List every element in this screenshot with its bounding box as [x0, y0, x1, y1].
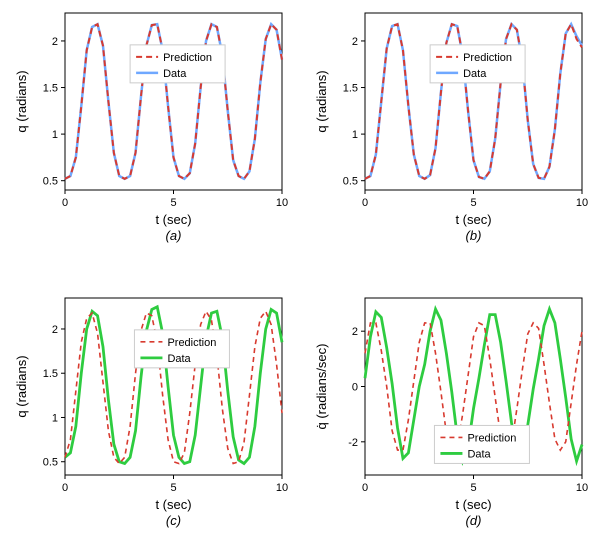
legend-label: Data — [167, 353, 191, 365]
x-tick-label: 10 — [276, 197, 288, 209]
x-axis-label: t (sec) — [455, 212, 491, 227]
y-tick-label: 2 — [52, 324, 58, 336]
plot-frame — [65, 298, 282, 475]
y-tick-label: 0 — [352, 382, 358, 394]
legend-label: Data — [467, 448, 491, 460]
legend-label: Prediction — [163, 52, 212, 64]
y-tick-label: 2 — [352, 326, 358, 338]
y-tick-label: 0.5 — [43, 457, 58, 469]
x-tick-label: 5 — [170, 197, 176, 209]
y-tick-label: 0.5 — [43, 176, 58, 188]
y-tick-label: 1.5 — [43, 83, 58, 95]
y-tick-label: 1 — [352, 129, 358, 141]
y-axis-label: q̇ (radians/sec) — [314, 344, 329, 430]
panel-caption: (a) — [166, 228, 182, 243]
x-axis-label: t (sec) — [155, 497, 191, 512]
y-tick-label: -2 — [348, 437, 358, 449]
panel-c: 0 5 10 0.5 1 1.5 2 t (sec) q (radians) Prediction… — [10, 290, 290, 530]
y-tick-label: 1 — [52, 412, 58, 424]
legend: Prediction Data — [434, 425, 529, 463]
legend-label: Data — [463, 68, 487, 80]
legend: Prediction Data — [134, 330, 229, 368]
figure-container: 05100.511.52t (sec)q (radians)Prediction… — [0, 0, 600, 555]
legend-label: Data — [163, 68, 187, 80]
chart-d: 0 5 10 -2 0 2 t (sec) q̇ (radians/sec) Predictio… — [310, 290, 590, 530]
y-axis-label: q (radians) — [14, 70, 29, 132]
y-tick-label: 2 — [52, 36, 58, 48]
x-tick-label: 0 — [362, 482, 368, 494]
panel-b: 0 5 10 0.5 1 1.5 2 t (sec) q (radians) Prediction… — [310, 5, 590, 245]
y-tick-label: 0.5 — [343, 176, 358, 188]
plot-frame — [65, 13, 282, 190]
x-tick-label: 0 — [62, 197, 68, 209]
chart-c: 0 5 10 0.5 1 1.5 2 t (sec) q (radians) Prediction… — [10, 290, 290, 530]
y-axis-label: q (radians) — [14, 355, 29, 417]
x-axis-label: t (sec) — [155, 212, 191, 227]
legend: Prediction Data — [430, 45, 525, 83]
panel-caption: (d) — [466, 513, 482, 528]
x-axis-label: t (sec) — [455, 497, 491, 512]
legend-label: Prediction — [463, 52, 512, 64]
x-tick-label: 10 — [576, 482, 588, 494]
y-tick-label: 1.5 — [43, 368, 58, 380]
x-tick-label: 5 — [170, 482, 176, 494]
y-axis-label: q (radians) — [314, 70, 329, 132]
y-tick-label: 1 — [52, 129, 58, 141]
x-tick-label: 5 — [470, 197, 476, 209]
panel-a: 0 5 10 0.5 1 1.5 2 t (sec) q (radians) Prediction… — [10, 5, 290, 245]
legend-label: Prediction — [467, 432, 516, 444]
x-tick-label: 10 — [276, 482, 288, 494]
y-tick-label: 1.5 — [343, 83, 358, 95]
chart-a: 0 5 10 0.5 1 1.5 2 t (sec) q (radians) Prediction… — [10, 5, 290, 245]
x-tick-label: 0 — [62, 482, 68, 494]
y-tick-label: 2 — [352, 36, 358, 48]
x-tick-label: 5 — [470, 482, 476, 494]
panel-d: 0 5 10 -2 0 2 t (sec) q̇ (radians/sec) Predictio… — [310, 290, 590, 530]
chart-b: 0 5 10 0.5 1 1.5 2 t (sec) q (radians) Prediction… — [310, 5, 590, 245]
panel-caption: (c) — [166, 513, 181, 528]
panel-caption: (b) — [466, 228, 482, 243]
legend: Prediction Data — [130, 45, 225, 83]
legend-label: Prediction — [167, 337, 216, 349]
x-tick-label: 10 — [576, 197, 588, 209]
x-tick-label: 0 — [362, 197, 368, 209]
